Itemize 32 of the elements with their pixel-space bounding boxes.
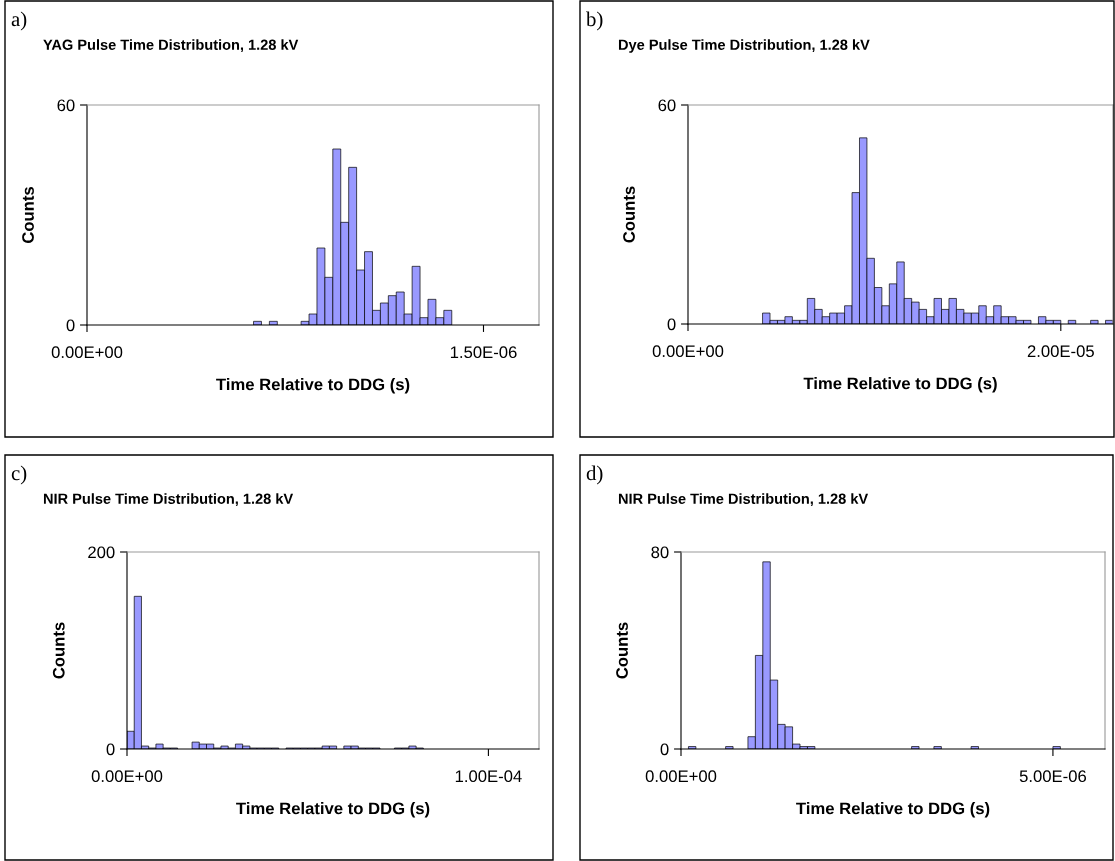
text: c)	[11, 465, 27, 485]
y-tick-label: 0	[66, 319, 75, 332]
x-tick-label: 0.00E+00	[91, 770, 163, 783]
y-tick-label: 80	[651, 546, 669, 559]
y-tick-label: 60	[658, 99, 676, 112]
chart-title: Dye Pulse Time Distribution, 1.28 kV	[618, 39, 870, 53]
y-tick-label: 60	[57, 99, 75, 112]
text: a)	[11, 11, 27, 31]
y-tick-label: 0	[667, 318, 676, 331]
y-axis-title: Counts	[52, 622, 65, 679]
chart-title: NIR Pulse Time Distribution, 1.28 kV	[618, 493, 869, 507]
x-tick-label: 0.00E+00	[652, 345, 724, 358]
x-axis-title: Time Relative to DDG (s)	[216, 378, 410, 394]
x-tick-label: 5.00E-06	[1019, 770, 1087, 783]
x-tick-label: 0.00E+00	[51, 346, 123, 359]
x-tick-label: 1.50E-06	[450, 346, 517, 359]
y-tick-label: 0	[660, 743, 669, 756]
text: b)	[586, 11, 603, 31]
x-axis-title: Time Relative to DDG (s)	[796, 802, 990, 818]
y-tick-label: 200	[88, 546, 115, 559]
x-tick-label: 1.00E-04	[455, 770, 522, 783]
x-tick-label: 2.00E-05	[1027, 345, 1094, 358]
y-tick-label: 0	[106, 743, 115, 756]
y-axis-title: Counts	[616, 622, 628, 679]
text: d)	[586, 465, 603, 485]
y-axis-title: Counts	[22, 186, 34, 244]
chart-title: YAG Pulse Time Distribution, 1.28 kV	[43, 39, 299, 53]
y-axis-title: Counts	[623, 186, 635, 243]
x-tick-label: 0.00E+00	[645, 770, 717, 783]
chart-title: NIR Pulse Time Distribution, 1.28 kV	[43, 493, 294, 507]
x-axis-title: Time Relative to DDG (s)	[803, 377, 997, 393]
x-axis-title: Time Relative to DDG (s)	[236, 802, 430, 818]
